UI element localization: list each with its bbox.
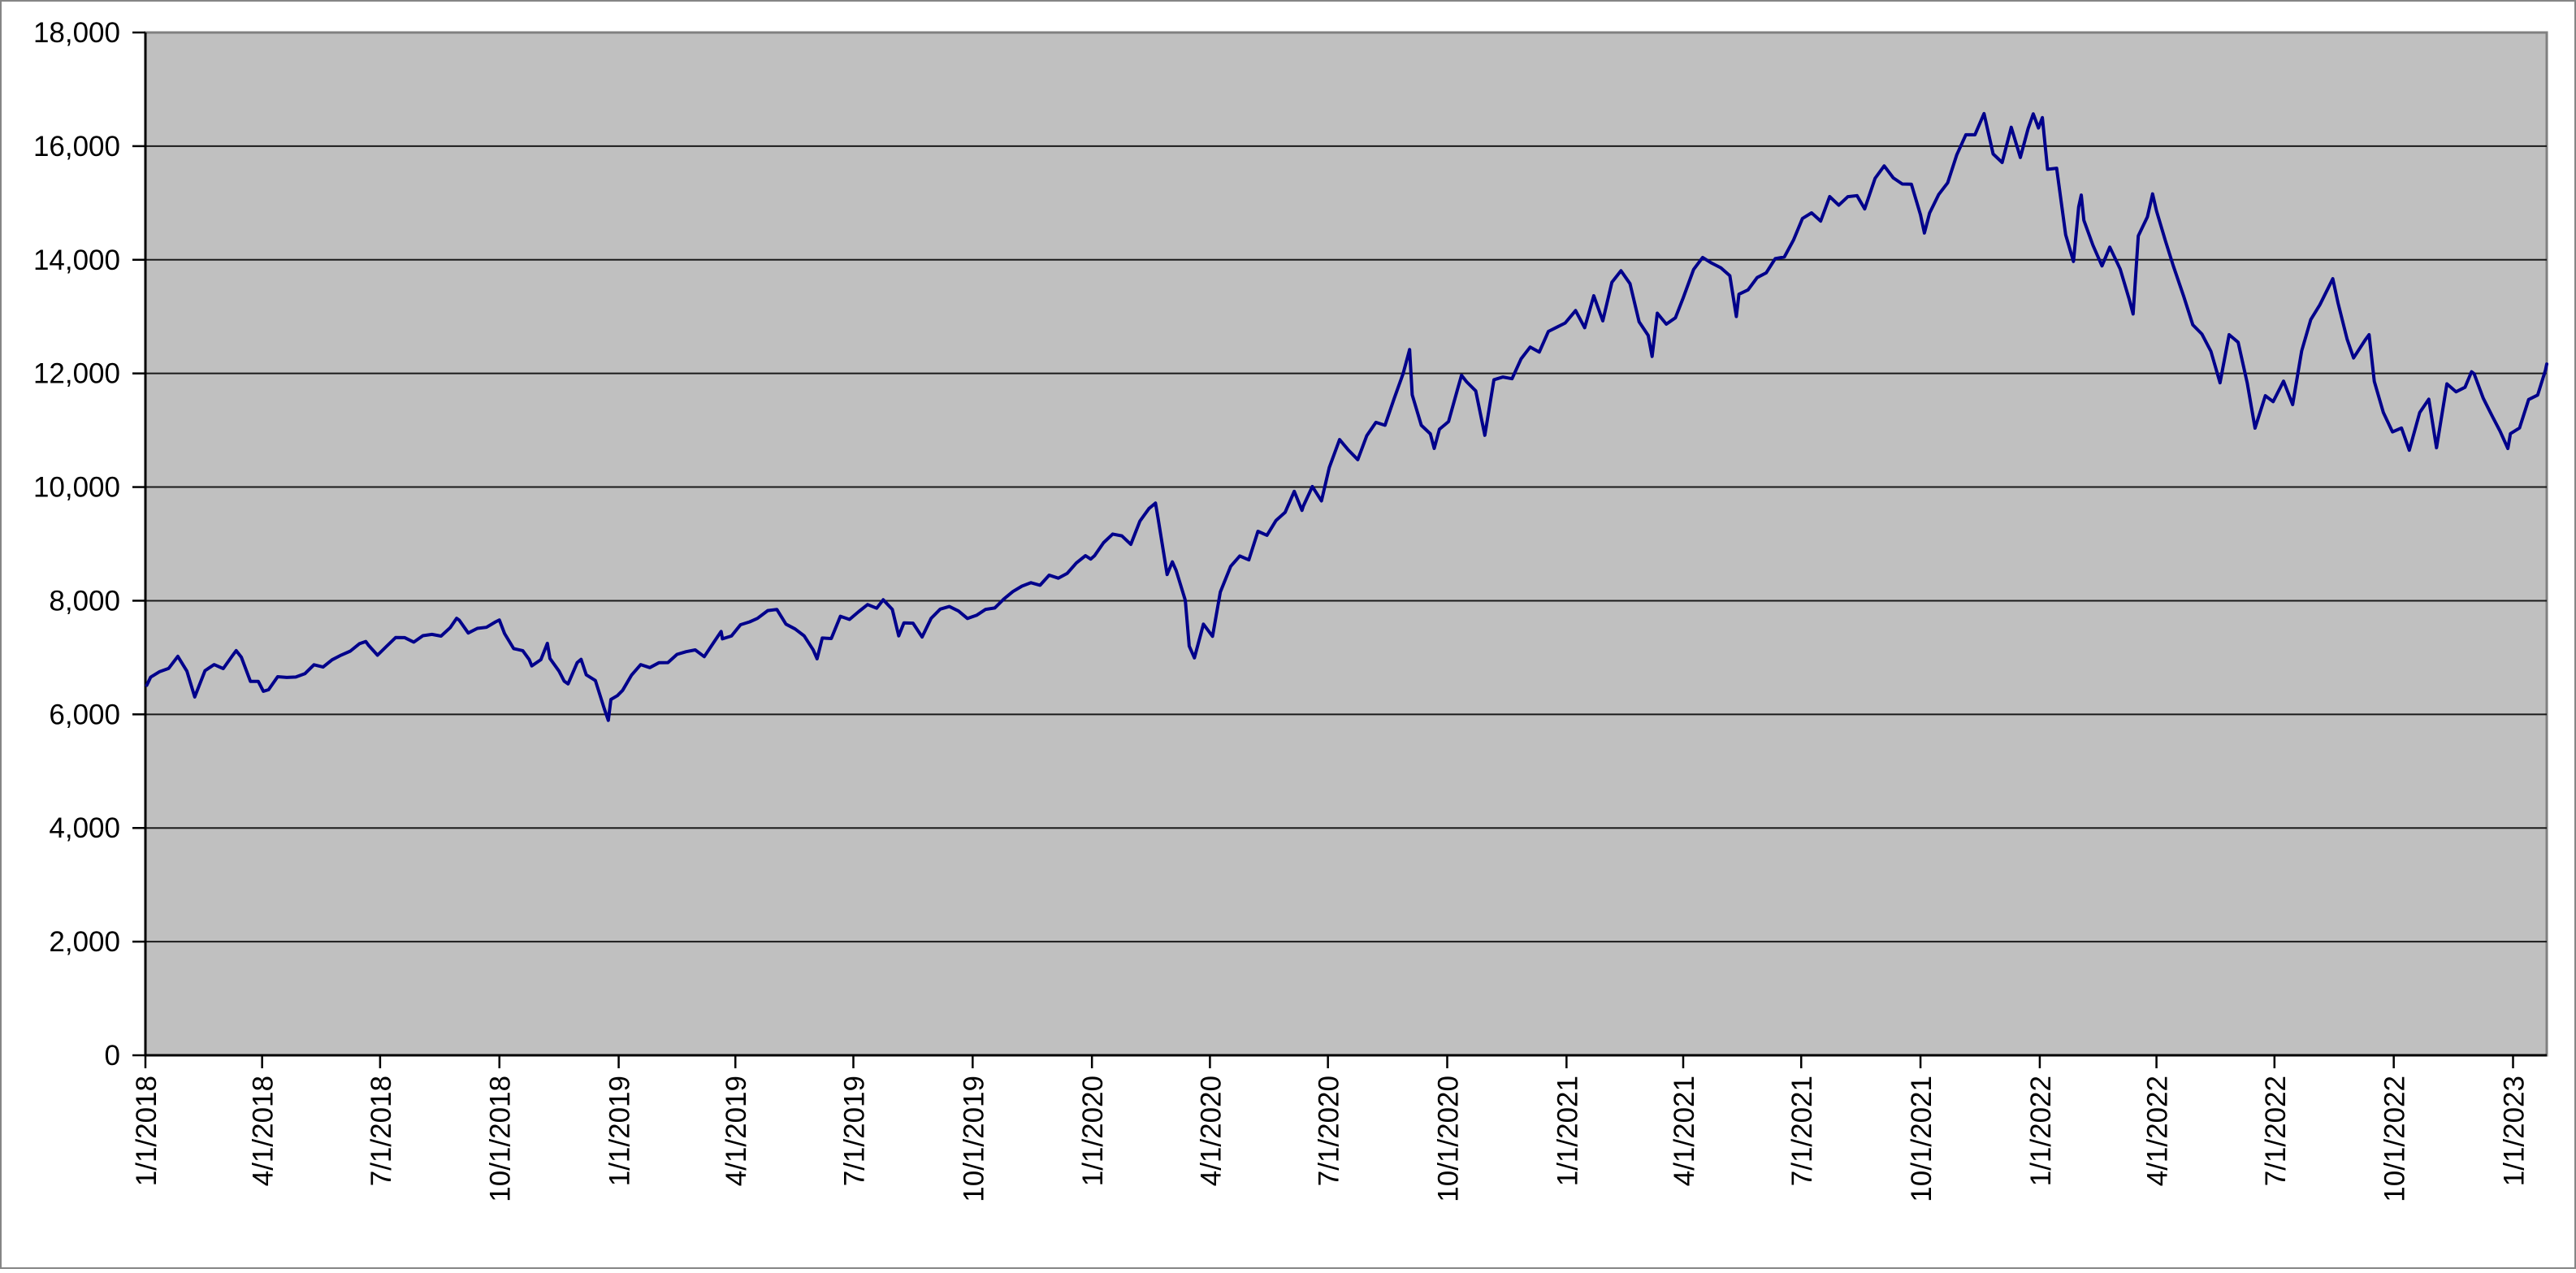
x-tick-label: 7/1/2018 [366,1076,397,1186]
y-tick-label: 10,000 [33,472,120,504]
y-tick-label: 6,000 [49,699,120,730]
y-tick-label: 0 [105,1040,120,1072]
y-tick-label: 18,000 [33,17,120,49]
x-tick-label: 10/1/2020 [1432,1076,1464,1202]
x-tick-label: 1/1/2021 [1552,1076,1583,1186]
x-tick-label: 10/1/2018 [485,1076,517,1202]
x-tick-label: 1/1/2023 [2499,1076,2531,1186]
y-tick-label: 14,000 [33,245,120,276]
x-tick-label: 4/1/2022 [2142,1076,2174,1186]
x-tick-label: 7/1/2020 [1314,1076,1345,1186]
x-tick-label: 4/1/2019 [721,1076,752,1186]
x-tick-label: 7/1/2022 [2260,1076,2292,1186]
x-tick-label: 4/1/2020 [1195,1076,1227,1186]
x-tick-label: 1/1/2020 [1077,1076,1109,1186]
x-tick-label: 1/1/2018 [131,1076,162,1186]
x-tick-label: 1/1/2019 [604,1076,636,1186]
y-tick-label: 16,000 [33,131,120,162]
x-tick-label: 4/1/2018 [248,1076,279,1186]
y-tick-label: 2,000 [49,926,120,958]
x-tick-label: 10/1/2022 [2379,1076,2411,1202]
plot-area [144,31,2548,1057]
x-tick-label: 4/1/2021 [1669,1076,1700,1186]
x-tick-label: 10/1/2021 [1906,1076,1937,1202]
x-tick-label: 7/1/2019 [838,1076,870,1186]
x-tick-label: 10/1/2019 [958,1076,989,1202]
x-tick-label: 7/1/2021 [1786,1076,1818,1186]
y-tick-label: 12,000 [33,358,120,390]
y-tick-label: 4,000 [49,812,120,844]
series-line [145,111,2548,722]
y-tick-label: 8,000 [49,585,120,617]
x-tick-label: 1/1/2022 [2025,1076,2057,1186]
